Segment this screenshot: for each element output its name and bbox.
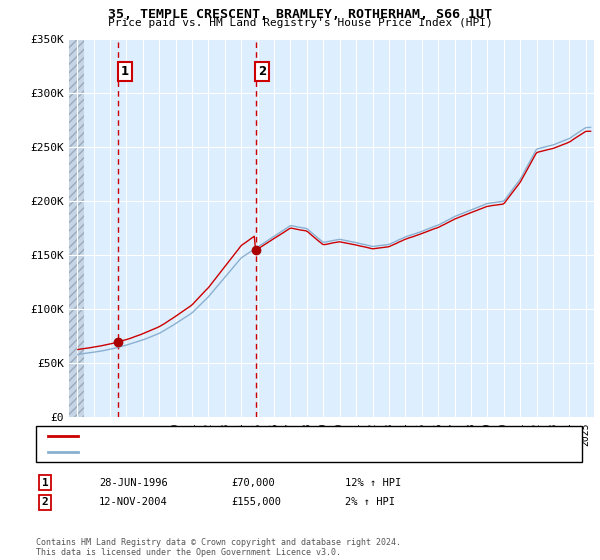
Text: HPI: Average price, detached house, Rotherham: HPI: Average price, detached house, Roth… xyxy=(84,447,349,457)
Text: £70,000: £70,000 xyxy=(231,478,275,488)
Text: 35, TEMPLE CRESCENT, BRAMLEY, ROTHERHAM, S66 1UT (detached house): 35, TEMPLE CRESCENT, BRAMLEY, ROTHERHAM,… xyxy=(84,431,466,441)
Text: £155,000: £155,000 xyxy=(231,497,281,507)
Bar xyxy=(69,39,84,417)
Bar xyxy=(69,39,84,417)
Text: 28-JUN-1996: 28-JUN-1996 xyxy=(99,478,168,488)
Text: 12-NOV-2004: 12-NOV-2004 xyxy=(99,497,168,507)
Text: 35, TEMPLE CRESCENT, BRAMLEY, ROTHERHAM, S66 1UT: 35, TEMPLE CRESCENT, BRAMLEY, ROTHERHAM,… xyxy=(108,8,492,21)
Text: 2: 2 xyxy=(258,65,266,78)
Text: 2% ↑ HPI: 2% ↑ HPI xyxy=(345,497,395,507)
Text: Price paid vs. HM Land Registry's House Price Index (HPI): Price paid vs. HM Land Registry's House … xyxy=(107,18,493,29)
Text: 1: 1 xyxy=(41,478,49,488)
Text: 2: 2 xyxy=(41,497,49,507)
Text: Contains HM Land Registry data © Crown copyright and database right 2024.
This d: Contains HM Land Registry data © Crown c… xyxy=(36,538,401,557)
Text: 1: 1 xyxy=(121,65,128,78)
Text: 12% ↑ HPI: 12% ↑ HPI xyxy=(345,478,401,488)
